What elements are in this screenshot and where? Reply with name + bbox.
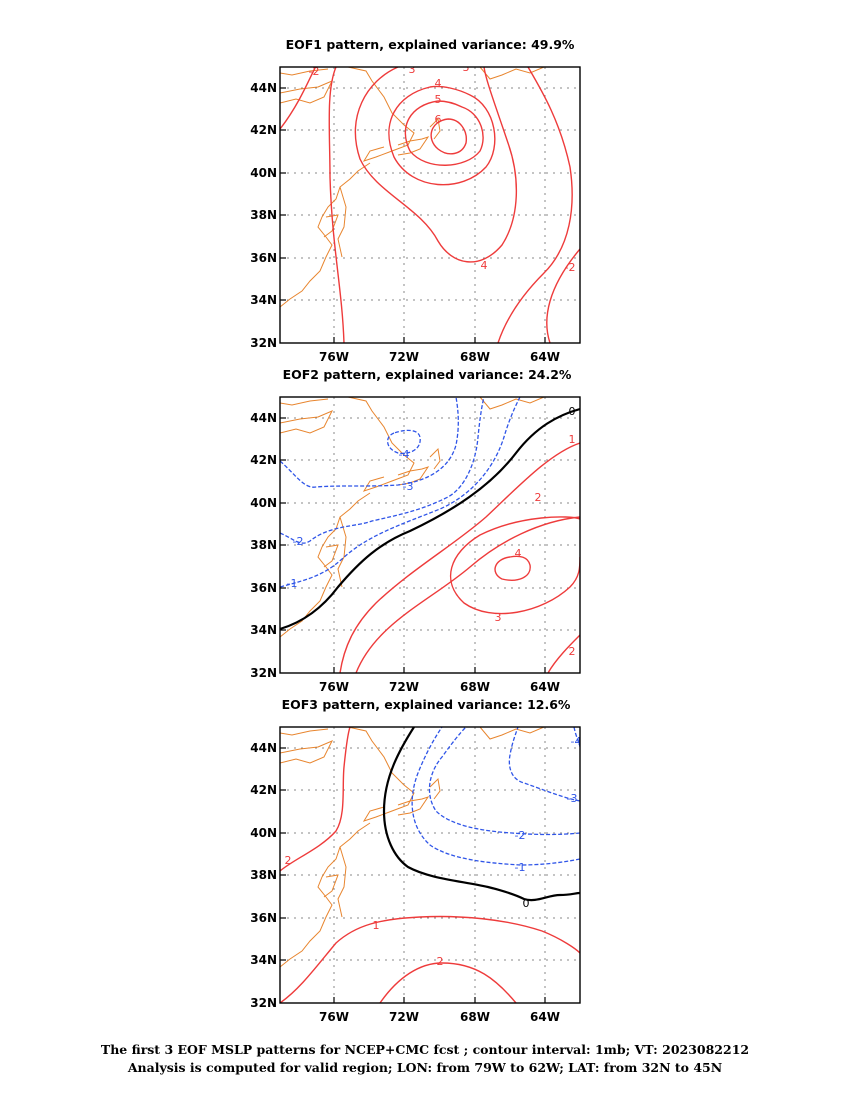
panel1-title: EOF1 pattern, explained variance: 49.9% [286,37,575,52]
svg-text:3: 3 [409,63,416,76]
svg-text:-2: -2 [515,829,526,842]
panel1-contour-labels: -2 3 3 4 5 6 4 -2 [309,61,576,274]
svg-text:4: 4 [481,259,488,272]
panel3-title: EOF3 pattern, explained variance: 12.6% [282,697,571,712]
svg-text:4: 4 [515,547,522,560]
panel3-gridlines [280,727,580,1003]
svg-text:-2: -2 [309,65,320,78]
svg-text:68W: 68W [460,350,490,364]
svg-text:40N: 40N [250,826,277,840]
caption-line-2: Analysis is computed for valid region; L… [127,1060,723,1075]
svg-text:-4: -4 [571,735,582,748]
svg-text:40N: 40N [250,166,277,180]
svg-text:34N: 34N [250,293,277,307]
svg-text:34N: 34N [250,623,277,637]
svg-text:36N: 36N [250,911,277,925]
svg-text:38N: 38N [250,208,277,222]
panel2-map: 0 1 2 3 4 -4 -3 -2 -1 2 44N 42N 40N 3 [250,396,581,694]
panel2-lat-ticks: 44N 42N 40N 38N 36N 34N 32N [250,411,277,680]
panel1-map: -2 3 3 4 5 6 4 -2 44N 42N 40N 38N 36N 34… [250,61,581,364]
svg-text:32N: 32N [250,996,277,1010]
panel2-zero-contour [280,407,580,631]
svg-text:42N: 42N [250,783,277,797]
panel1-contours [280,67,580,343]
svg-text:3: 3 [463,61,470,74]
panel2-title: EOF2 pattern, explained variance: 24.2% [283,367,572,382]
svg-text:40N: 40N [250,496,277,510]
svg-text:72W: 72W [389,680,419,694]
svg-text:2: 2 [535,491,542,504]
svg-text:36N: 36N [250,581,277,595]
svg-text:-3: -3 [567,792,578,805]
panel3-lat-ticks: 44N 42N 40N 38N 36N 34N 32N [250,741,277,1010]
svg-text:68W: 68W [460,1010,490,1024]
svg-text:0: 0 [523,897,530,910]
svg-text:-2: -2 [293,535,304,548]
svg-text:-2: -2 [565,261,576,274]
svg-text:-1: -1 [287,577,298,590]
svg-text:76W: 76W [319,1010,349,1024]
svg-text:5: 5 [435,93,442,106]
svg-text:72W: 72W [389,1010,419,1024]
svg-text:32N: 32N [250,336,277,350]
svg-text:42N: 42N [250,453,277,467]
svg-text:3: 3 [495,611,502,624]
panel2-coastline [280,397,545,638]
panel1-lon-ticks: 76W 72W 68W 64W [319,350,560,364]
svg-text:44N: 44N [250,81,277,95]
svg-text:64W: 64W [530,680,560,694]
svg-text:34N: 34N [250,953,277,967]
svg-text:2: 2 [285,854,292,867]
caption-line-1: The first 3 EOF MSLP patterns for NCEP+C… [100,1042,750,1057]
panel3-contour-labels: 2 1 2 0 -1 -2 -3 -4 [285,735,582,968]
svg-text:36N: 36N [250,251,277,265]
panel3-map: 2 1 2 0 -1 -2 -3 -4 44N 42N 40N 38N 36N … [250,726,582,1024]
svg-text:72W: 72W [389,350,419,364]
svg-text:4: 4 [435,77,442,90]
svg-text:64W: 64W [530,1010,560,1024]
svg-text:1: 1 [569,433,576,446]
svg-text:44N: 44N [250,411,277,425]
panel2-negative-contours [280,397,521,588]
panel1-coastline [280,67,545,308]
svg-text:2: 2 [437,955,444,968]
panel3-lon-ticks: 76W 72W 68W 64W [319,1010,560,1024]
svg-text:1: 1 [373,919,380,932]
panel3-zero-contour [382,727,580,902]
svg-text:-4: -4 [399,448,410,461]
svg-text:6: 6 [435,113,442,126]
panel2-gridlines [280,397,580,673]
panel1-lat-ticks: 44N 42N 40N 38N 36N 34N 32N [250,81,277,350]
svg-text:38N: 38N [250,868,277,882]
svg-text:44N: 44N [250,741,277,755]
svg-text:32N: 32N [250,666,277,680]
panel2-positive-contours [339,442,580,673]
svg-text:38N: 38N [250,538,277,552]
svg-text:0: 0 [569,405,576,418]
svg-text:68W: 68W [460,680,490,694]
svg-text:-1: -1 [515,861,526,874]
panel3-positive-contours [280,727,580,1003]
panel1-gridlines [280,67,580,343]
panel2-contour-labels: 0 1 2 3 4 -4 -3 -2 -1 2 [287,405,576,658]
svg-text:42N: 42N [250,123,277,137]
svg-text:2: 2 [569,645,576,658]
svg-text:76W: 76W [319,680,349,694]
panel3-coastline [280,727,545,968]
svg-text:76W: 76W [319,350,349,364]
svg-text:-3: -3 [403,480,414,493]
panel2-lon-ticks: 76W 72W 68W 64W [319,680,560,694]
svg-text:64W: 64W [530,350,560,364]
